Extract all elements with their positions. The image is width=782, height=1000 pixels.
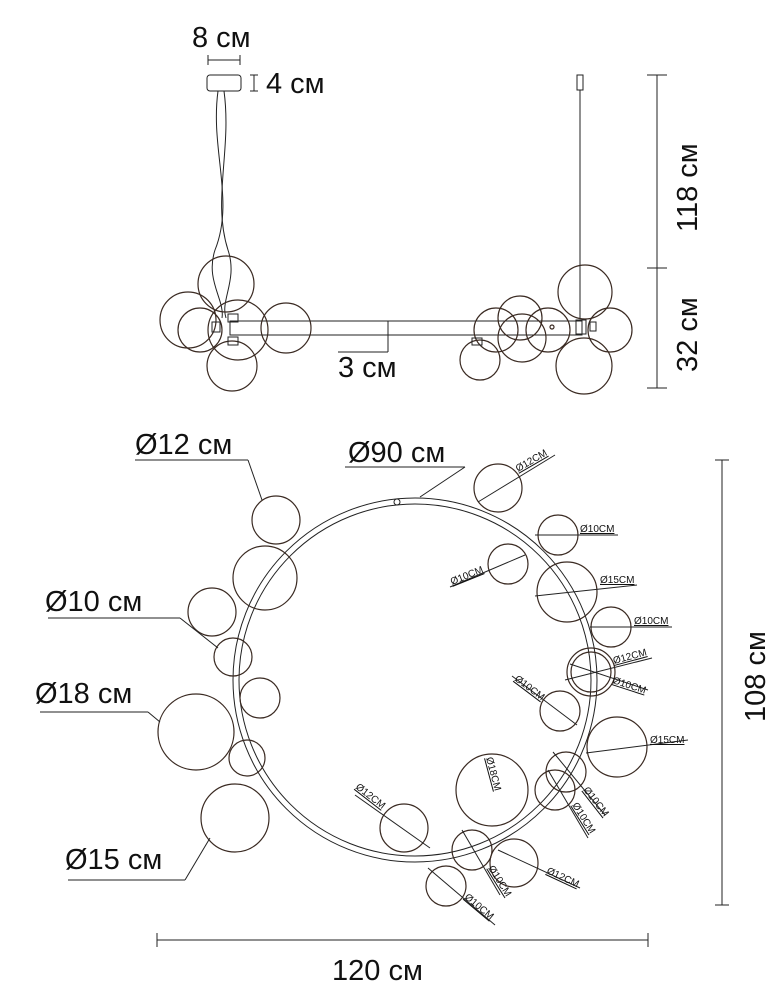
canopy-width-label: 8 см	[192, 22, 251, 54]
svg-text:Ø10CM: Ø10CM	[512, 674, 546, 704]
svg-text:Ø15CM: Ø15CM	[600, 575, 634, 586]
svg-text:Ø10CM: Ø10CM	[462, 892, 495, 923]
left-label-15: Ø15 см	[65, 844, 162, 876]
svg-text:Ø12CM: Ø12CM	[545, 866, 581, 891]
right-ball-cluster	[459, 264, 633, 395]
left-label-10: Ø10 см	[45, 586, 142, 618]
overall-depth-label: 108 см	[740, 631, 772, 722]
ball-labels: Ø12CM Ø10CM Ø10CM Ø15CM Ø10CM Ø12CM Ø10C…	[353, 448, 689, 926]
ring-inner	[238, 503, 592, 857]
top-view: Ø90 см Ø12 см Ø10 см Ø18 см Ø15 см Ø12C	[35, 429, 772, 987]
side-view: 8 см 4 см 3 см 118 см 32 см	[159, 22, 704, 395]
left-label-12: Ø12 см	[135, 429, 232, 461]
svg-text:Ø10CM: Ø10CM	[580, 524, 614, 535]
svg-text:Ø10CM: Ø10CM	[449, 565, 485, 588]
bar	[229, 320, 583, 336]
left-label-18: Ø18 см	[35, 678, 132, 710]
svg-text:Ø10CM: Ø10CM	[611, 675, 647, 696]
svg-text:Ø12CM: Ø12CM	[353, 782, 387, 812]
canopy	[206, 74, 242, 92]
body-height-label: 32 см	[672, 297, 704, 372]
overall-width-label: 120 см	[332, 955, 423, 987]
ring-outer	[232, 497, 598, 863]
svg-text:Ø18CM: Ø18CM	[483, 756, 503, 792]
ring-diameter-label: Ø90 см	[348, 437, 445, 469]
bar-diameter-label: 3 см	[338, 352, 397, 384]
left-ball-cluster	[159, 255, 312, 392]
cable	[211, 90, 224, 319]
svg-text:Ø10CM: Ø10CM	[634, 616, 668, 627]
cable-length-label: 118 см	[672, 143, 704, 232]
canopy-height-label: 4 см	[266, 68, 325, 100]
balls	[157, 463, 648, 907]
svg-text:Ø15CM: Ø15CM	[650, 735, 684, 746]
